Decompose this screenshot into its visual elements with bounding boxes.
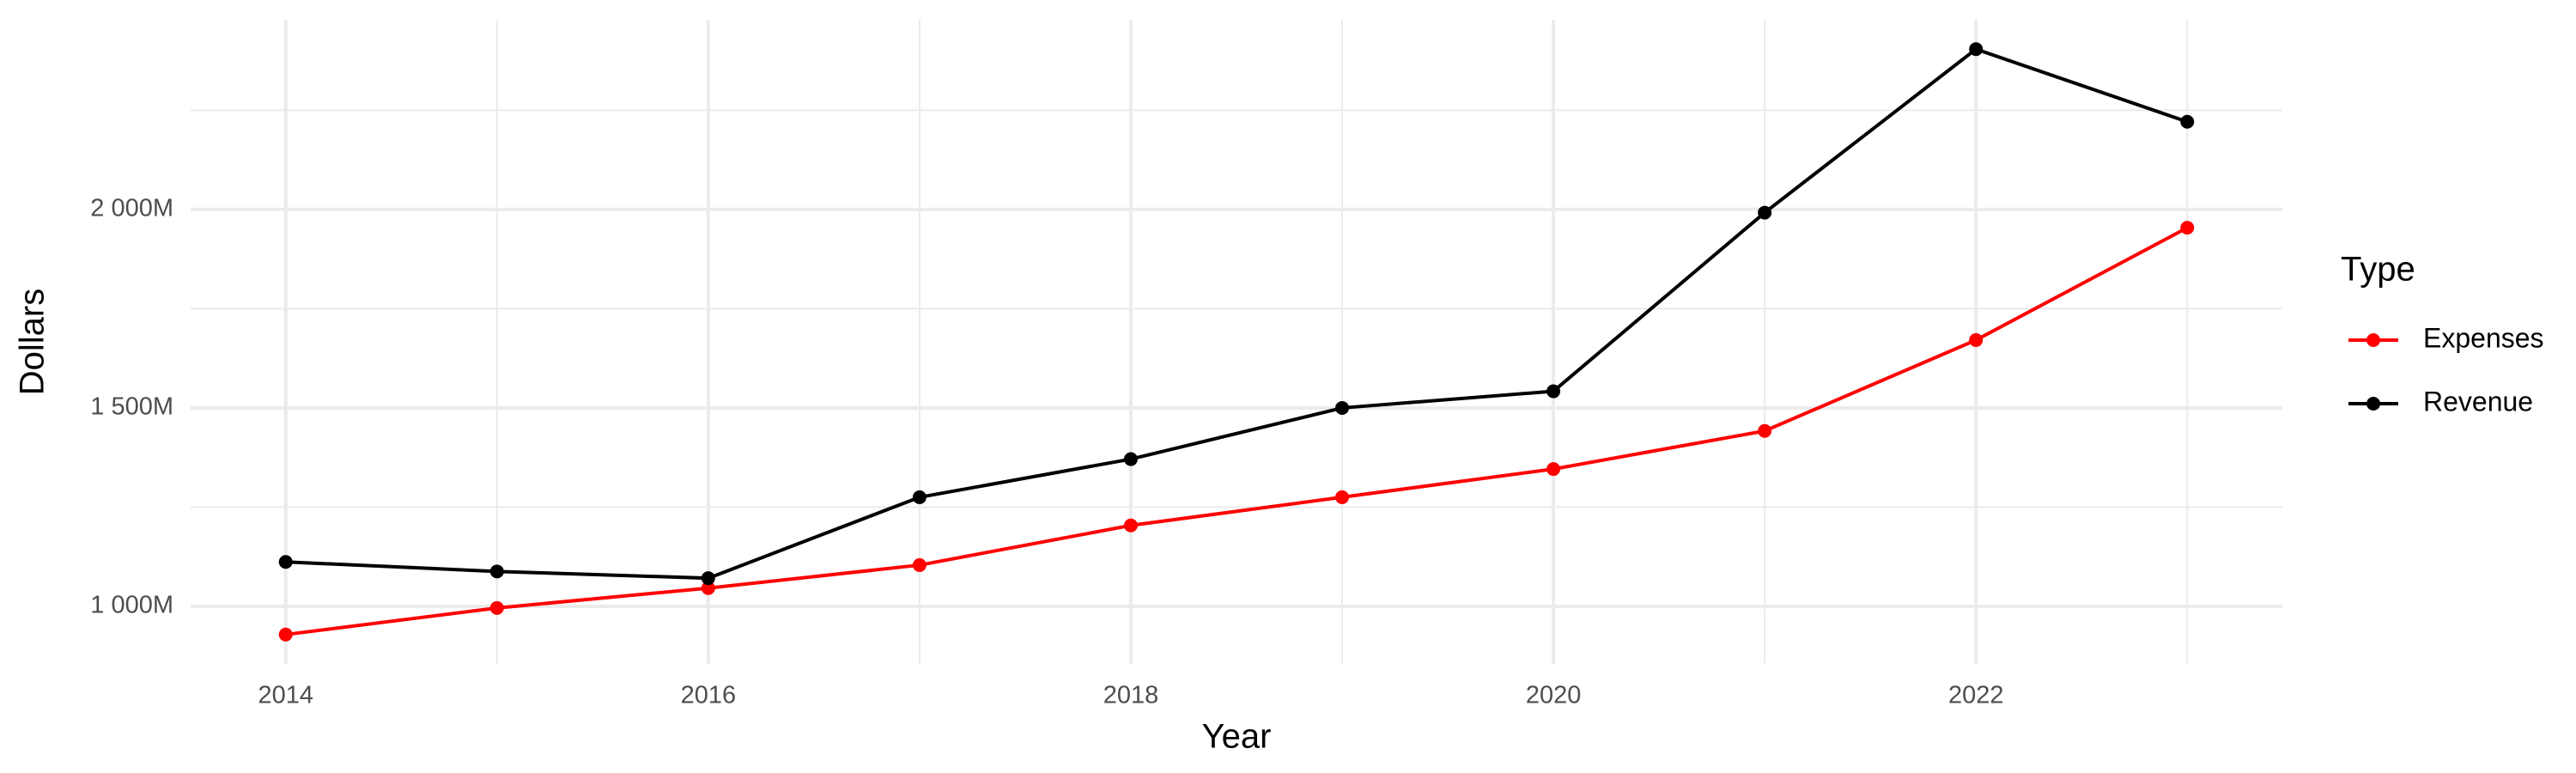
data-point [912, 557, 927, 572]
series-line [285, 46, 2188, 581]
data-point [1969, 42, 1984, 57]
y-tick-label: 2 000M [90, 195, 173, 222]
data-point [1335, 400, 1350, 415]
y-tick-label: 1 500M [90, 393, 173, 421]
y-axis-title: Dollars [14, 289, 52, 395]
data-point [489, 600, 504, 615]
legend-key [2366, 397, 2380, 411]
x-tick-label: 2020 [1526, 682, 1582, 709]
data-point [489, 564, 504, 579]
data-point [278, 555, 293, 569]
x-axis-title: Year [1202, 718, 1272, 756]
legend-title: Type [2341, 251, 2415, 289]
legend-label: Expenses [2423, 322, 2544, 353]
data-point [701, 571, 715, 586]
data-point [278, 627, 293, 642]
data-point [701, 581, 715, 595]
data-point [1758, 423, 1772, 438]
data-point [912, 490, 927, 504]
data-point [1546, 384, 1561, 399]
data-point [1546, 462, 1561, 477]
data-point [1969, 332, 1984, 347]
x-tick-label: 2016 [681, 682, 737, 709]
legend-label: Revenue [2423, 386, 2533, 417]
y-tick-label: 1 000M [90, 592, 173, 619]
data-point [1758, 205, 1772, 220]
data-point [1123, 518, 1138, 533]
data-point [1335, 490, 1350, 504]
x-tick-label: 2018 [1103, 682, 1159, 709]
x-tick-label: 2022 [1948, 682, 2004, 709]
x-tick-label: 2014 [258, 682, 313, 709]
data-point [1123, 452, 1138, 466]
legend-key [2366, 333, 2380, 347]
data-point [2180, 221, 2195, 235]
series-line [285, 226, 2189, 636]
data-point [2180, 114, 2195, 129]
